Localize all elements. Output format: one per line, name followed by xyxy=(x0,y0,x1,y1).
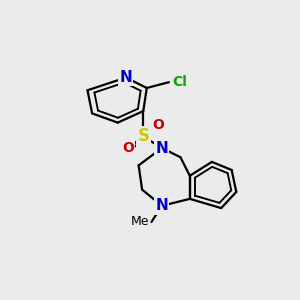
Text: S: S xyxy=(137,128,149,146)
Text: Cl: Cl xyxy=(172,75,187,89)
Text: Me: Me xyxy=(130,215,149,229)
Text: O: O xyxy=(122,141,134,155)
Text: N: N xyxy=(155,140,168,155)
Text: O: O xyxy=(152,118,164,132)
Text: N: N xyxy=(119,70,132,85)
Text: N: N xyxy=(155,198,168,213)
